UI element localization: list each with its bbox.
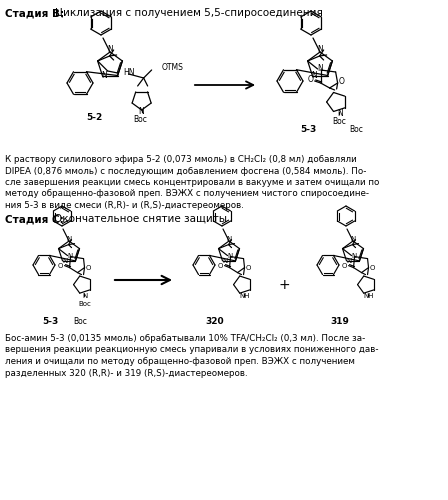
- Text: Boc: Boc: [333, 118, 347, 126]
- Text: N: N: [107, 46, 113, 54]
- Text: Окончательное снятие защиты: Окончательное снятие защиты: [54, 214, 227, 224]
- Text: O: O: [370, 264, 375, 270]
- Text: N: N: [67, 252, 72, 258]
- Text: O: O: [339, 78, 345, 86]
- Text: N: N: [62, 258, 67, 264]
- Text: O: O: [308, 76, 314, 84]
- Text: N: N: [337, 110, 343, 118]
- Text: ния 5-3 в виде смеси (R,R)- и (R,S)-диастереомеров.: ния 5-3 в виде смеси (R,R)- и (R,S)-диас…: [5, 201, 244, 210]
- Text: N: N: [317, 46, 323, 54]
- Text: 5-3: 5-3: [300, 126, 316, 134]
- Text: Boc: Boc: [73, 318, 87, 326]
- Text: 5-2: 5-2: [86, 112, 102, 122]
- Text: Стадия В:: Стадия В:: [5, 8, 64, 18]
- Text: Циклизация с получением 5,5-спиросоединения: Циклизация с получением 5,5-спиросоедине…: [55, 8, 323, 18]
- Text: O: O: [86, 264, 91, 270]
- Text: вершения реакции реакционную смесь упаривали в условиях пониженного дав-: вершения реакции реакционную смесь упари…: [5, 346, 379, 354]
- Text: N: N: [138, 108, 143, 116]
- Text: Boc: Boc: [134, 116, 147, 124]
- Text: N: N: [222, 258, 227, 264]
- Text: NH: NH: [363, 292, 374, 298]
- Text: N: N: [66, 236, 72, 242]
- Text: NH: NH: [239, 292, 250, 298]
- Text: N: N: [102, 71, 107, 80]
- Text: 5-3: 5-3: [42, 318, 58, 326]
- Text: N: N: [346, 258, 351, 264]
- Text: К раствору силилового эфира 5-2 (0,073 ммоль) в CH₂Cl₂ (0,8 мл) добавляли: К раствору силилового эфира 5-2 (0,073 м…: [5, 155, 357, 164]
- Text: DIPEA (0,876 ммоль) с последующим добавлением фосгена (0,584 ммоль). По-: DIPEA (0,876 ммоль) с последующим добавл…: [5, 166, 366, 175]
- Text: сле завершения реакции смесь концентрировали в вакууме и затем очищали по: сле завершения реакции смесь концентриро…: [5, 178, 379, 187]
- Text: разделенных 320 (R,R)- и 319 (R,S)-диастереомеров.: разделенных 320 (R,R)- и 319 (R,S)-диаст…: [5, 368, 248, 378]
- Text: Boc: Boc: [349, 126, 363, 134]
- Text: O: O: [218, 262, 223, 268]
- Text: N: N: [317, 64, 323, 74]
- Text: HN: HN: [124, 68, 135, 78]
- Text: O: O: [246, 264, 251, 270]
- Text: N: N: [226, 236, 232, 242]
- Text: 320: 320: [206, 318, 224, 326]
- Text: O: O: [58, 262, 63, 268]
- Text: N: N: [82, 292, 87, 298]
- Text: N: N: [350, 236, 356, 242]
- Text: +: +: [278, 278, 290, 292]
- Text: ления и очищали по методу обращенно-фазовой преп. ВЭЖХ с получением: ления и очищали по методу обращенно-фазо…: [5, 357, 355, 366]
- Text: N: N: [227, 252, 232, 258]
- Text: O: O: [342, 262, 347, 268]
- Text: OTMS: OTMS: [162, 64, 184, 72]
- Text: Бос-амин 5-3 (0,0135 ммоль) обрабатывали 10% TFA/CH₂Cl₂ (0,3 мл). После за-: Бос-амин 5-3 (0,0135 ммоль) обрабатывали…: [5, 334, 365, 343]
- Text: N: N: [311, 71, 317, 80]
- Text: 319: 319: [331, 318, 349, 326]
- Text: методу обращенно-фазовой преп. ВЭЖХ с получением чистого спиросоедине-: методу обращенно-фазовой преп. ВЭЖХ с по…: [5, 190, 369, 198]
- Text: Boc: Boc: [78, 300, 91, 306]
- Text: N: N: [351, 252, 356, 258]
- Text: Стадия С:: Стадия С:: [5, 214, 64, 224]
